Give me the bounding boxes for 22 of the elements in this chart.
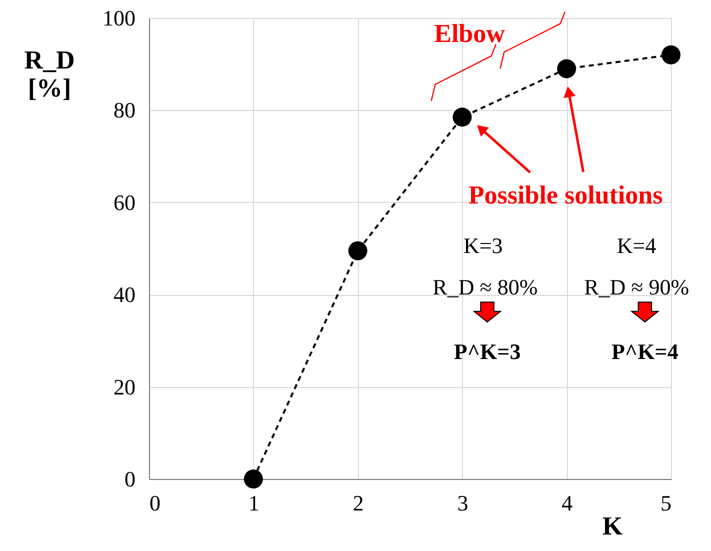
y-tick-label: 40 — [114, 282, 136, 308]
annotation: R_D ≈ 90% — [584, 274, 690, 300]
annotation: Possible solutions — [468, 180, 663, 210]
x-tick-label: 2 — [352, 490, 364, 516]
y-axis-title: R_D [%] — [24, 46, 75, 102]
y-tick-label: 100 — [102, 6, 136, 30]
y-tick-label: 60 — [114, 190, 136, 215]
x-tick-label: 0 — [150, 490, 160, 516]
y-tick-label: 20 — [114, 374, 136, 400]
x-tick-label: 4 — [562, 490, 573, 516]
annotation: P^K=4 — [611, 339, 678, 364]
annotation: K=4 — [616, 233, 656, 258]
x-tick-label: 3 — [457, 490, 468, 516]
x-tick-label: 5 — [660, 490, 672, 516]
x-tick-label: 1 — [248, 490, 260, 516]
annotation: P^K=3 — [454, 339, 521, 364]
y-tick-label: 0 — [124, 466, 136, 492]
x-axis-title: K — [602, 512, 624, 540]
annotation: R_D ≈ 80% — [432, 274, 538, 300]
y-tick-label: 80 — [114, 98, 136, 123]
annotation: Elbow — [434, 19, 506, 48]
annotation: K=3 — [463, 233, 503, 258]
